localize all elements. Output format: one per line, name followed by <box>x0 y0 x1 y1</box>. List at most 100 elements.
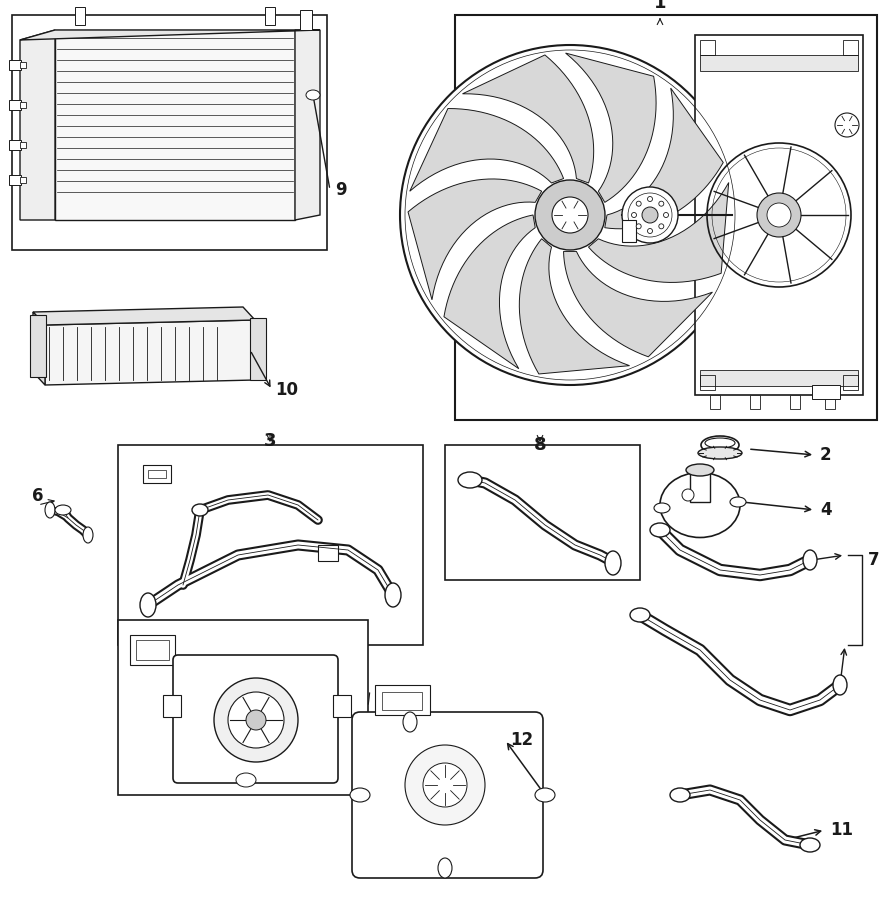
Polygon shape <box>566 53 656 202</box>
Ellipse shape <box>630 608 650 622</box>
Bar <box>843 375 858 390</box>
Bar <box>250 318 266 380</box>
Circle shape <box>659 224 664 229</box>
Ellipse shape <box>605 551 621 575</box>
Bar <box>843 40 858 55</box>
Polygon shape <box>20 30 55 220</box>
Bar <box>445 445 640 580</box>
Text: 5: 5 <box>375 690 386 708</box>
Circle shape <box>622 187 678 243</box>
Circle shape <box>637 202 641 206</box>
FancyBboxPatch shape <box>173 655 338 783</box>
Polygon shape <box>45 320 255 385</box>
Bar <box>825 395 835 409</box>
FancyBboxPatch shape <box>352 712 543 878</box>
Bar <box>622 220 636 242</box>
Bar <box>812 385 840 399</box>
Bar <box>300 10 312 30</box>
Circle shape <box>757 193 801 237</box>
Ellipse shape <box>701 436 739 454</box>
Bar <box>118 445 423 645</box>
Circle shape <box>214 678 298 762</box>
Circle shape <box>835 113 859 137</box>
Bar <box>163 695 181 717</box>
Bar <box>136 640 169 660</box>
Bar <box>118 620 368 795</box>
Bar <box>30 315 46 377</box>
Ellipse shape <box>730 497 746 507</box>
Bar <box>20 177 26 183</box>
Bar <box>55 30 295 220</box>
Ellipse shape <box>650 523 670 537</box>
Ellipse shape <box>535 788 555 802</box>
Polygon shape <box>462 55 594 183</box>
Text: 3: 3 <box>264 432 276 450</box>
Bar <box>75 7 85 25</box>
Ellipse shape <box>833 675 847 695</box>
Bar <box>750 395 760 409</box>
Circle shape <box>228 692 284 748</box>
Bar <box>9 60 21 70</box>
Bar <box>382 692 422 710</box>
Polygon shape <box>563 251 713 356</box>
Bar <box>265 7 275 25</box>
Text: 1: 1 <box>654 0 666 12</box>
Bar <box>130 635 175 665</box>
Text: 4: 4 <box>820 501 831 519</box>
Circle shape <box>423 763 467 807</box>
Ellipse shape <box>83 527 93 543</box>
Text: 10: 10 <box>275 381 298 399</box>
Circle shape <box>647 196 653 202</box>
Ellipse shape <box>705 438 735 448</box>
Text: 8: 8 <box>534 436 546 454</box>
Text: 12: 12 <box>510 731 533 749</box>
Ellipse shape <box>55 505 71 515</box>
Bar <box>700 55 858 71</box>
Polygon shape <box>519 238 629 374</box>
Bar <box>700 370 858 386</box>
Ellipse shape <box>306 90 320 100</box>
Circle shape <box>642 207 658 223</box>
Ellipse shape <box>698 447 742 459</box>
Ellipse shape <box>45 502 55 518</box>
Bar <box>710 395 720 409</box>
Circle shape <box>535 180 605 250</box>
Text: 6: 6 <box>32 487 44 505</box>
Text: 9: 9 <box>335 181 347 199</box>
Ellipse shape <box>350 788 370 802</box>
Bar <box>20 142 26 148</box>
Circle shape <box>647 229 653 233</box>
Bar <box>690 470 710 502</box>
Circle shape <box>405 745 485 825</box>
Circle shape <box>400 45 740 385</box>
Ellipse shape <box>800 838 820 852</box>
Bar <box>333 695 351 717</box>
Circle shape <box>767 203 791 227</box>
Circle shape <box>631 212 637 218</box>
Circle shape <box>663 212 669 218</box>
Circle shape <box>682 489 694 501</box>
Circle shape <box>659 202 664 206</box>
Circle shape <box>637 224 641 229</box>
Bar <box>790 395 800 409</box>
Bar <box>148 470 166 478</box>
Polygon shape <box>604 88 723 229</box>
Bar <box>375 685 430 715</box>
Polygon shape <box>20 30 320 40</box>
Polygon shape <box>33 307 255 325</box>
Ellipse shape <box>385 583 401 607</box>
Ellipse shape <box>686 464 714 476</box>
Ellipse shape <box>660 472 740 537</box>
Text: 2: 2 <box>820 446 831 464</box>
Polygon shape <box>588 183 729 283</box>
Ellipse shape <box>140 593 156 617</box>
Text: 7: 7 <box>868 551 880 569</box>
Polygon shape <box>444 215 536 369</box>
Bar <box>700 375 715 390</box>
Bar <box>143 465 171 483</box>
Bar <box>695 35 863 395</box>
Circle shape <box>552 197 588 233</box>
Ellipse shape <box>670 788 690 802</box>
Polygon shape <box>409 109 563 191</box>
Text: 11: 11 <box>830 821 853 839</box>
